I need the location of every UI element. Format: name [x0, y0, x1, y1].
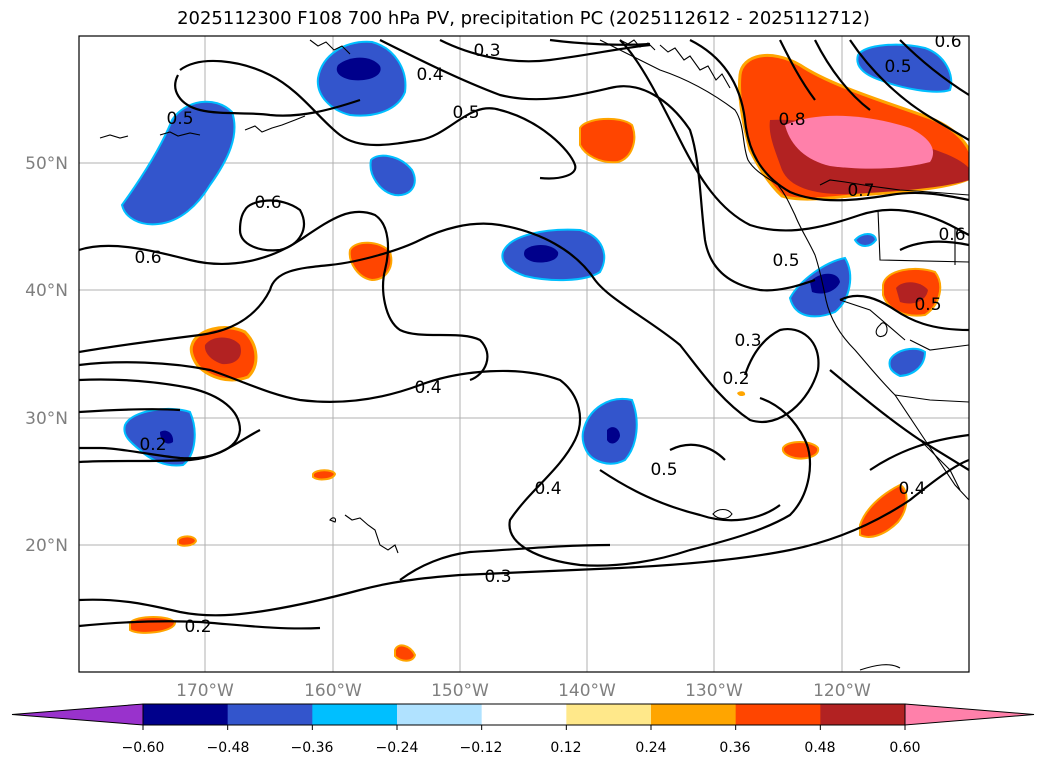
colorbar-cell — [820, 704, 906, 725]
contour-label: 0.6 — [938, 225, 965, 245]
pv-contour — [79, 378, 242, 460]
pv-contour — [79, 429, 261, 464]
contour-label: 0.5 — [772, 251, 799, 271]
colorbar-tick-label: 0.24 — [635, 740, 666, 756]
lat-label: 50°N — [25, 154, 68, 174]
colorbar-tick-label: 0.48 — [804, 740, 835, 756]
contour-label: 0.2 — [722, 369, 749, 389]
colorbar-extend-low — [12, 704, 143, 725]
colorbar-tick-label: −0.60 — [122, 740, 165, 756]
lat-label: 40°N — [25, 281, 68, 301]
pv-contour — [79, 458, 969, 617]
colorbar-cell — [143, 704, 229, 725]
pv-contour — [174, 74, 361, 117]
pv-contour — [599, 469, 781, 522]
neg-blob-baja — [888, 347, 927, 378]
contour-label: 0.6 — [934, 32, 961, 52]
pv-contour — [779, 39, 816, 101]
lon-label: 150°W — [431, 681, 489, 701]
longitude-labels: 170°W 160°W 150°W 140°W 130°W 120°W — [176, 681, 871, 701]
map-border — [78, 35, 970, 673]
pos-blob-pnw-core — [785, 115, 934, 169]
contour-label: 0.6 — [134, 248, 161, 268]
colorbar-tick-label: 0.36 — [719, 740, 750, 756]
lon-label: 120°W — [813, 681, 871, 701]
colorbar-cell — [397, 704, 483, 725]
neg-blob-aleutian-west — [120, 100, 236, 226]
pv-contour — [839, 294, 969, 332]
pv-contour — [79, 210, 489, 382]
contour-label: 0.2 — [139, 435, 166, 455]
colorbar-cell — [312, 704, 398, 725]
pv-contour — [399, 543, 611, 581]
positive-precip-anomalies — [129, 53, 969, 662]
contour-label: 0.4 — [898, 479, 925, 499]
pv-contour — [79, 620, 321, 630]
pv-contour — [869, 433, 969, 471]
contour-label: 0.7 — [847, 181, 874, 201]
colorbar-tick-label: −0.24 — [376, 740, 419, 756]
lat-label: 20°N — [25, 536, 68, 556]
contour-label: 0.4 — [414, 378, 441, 398]
lon-label: 140°W — [558, 681, 616, 701]
contour-label: 0.2 — [184, 617, 211, 637]
contour-label: 0.5 — [166, 109, 193, 129]
colorbar-tick-label: 0.12 — [550, 740, 581, 756]
pv-contour — [379, 39, 816, 292]
colorbar-border — [142, 703, 906, 726]
pos-blob-small-ne-pac — [781, 441, 820, 460]
pv-contour — [899, 240, 969, 251]
contour-label: 0.3 — [473, 41, 500, 61]
colorbar-cell — [481, 704, 567, 725]
colorbar: −0.60 −0.48 −0.36 −0.24 −0.12 0.12 0.24 … — [11, 703, 1035, 756]
contour-label: 0.6 — [254, 193, 281, 213]
pv-contour — [849, 39, 969, 141]
colorbar-tick-label: −0.12 — [460, 740, 503, 756]
pv-contour — [549, 38, 651, 46]
lat-label: 30°N — [25, 409, 68, 429]
pv-contour — [439, 39, 651, 63]
pv-contour — [899, 39, 969, 96]
pv-contour — [689, 39, 969, 202]
lon-label: 130°W — [685, 681, 743, 701]
colorbar-cell — [227, 704, 313, 725]
pv-contour — [619, 39, 969, 236]
colorbar-cell — [566, 704, 652, 725]
contour-label: 0.3 — [734, 331, 761, 351]
colorbar-extend-high — [905, 704, 1034, 725]
pos-blob-north-central — [579, 117, 636, 164]
contour-label: 0.5 — [650, 460, 677, 480]
colorbar-tick-label: 0.60 — [889, 740, 920, 756]
contour-label: 0.5 — [452, 103, 479, 123]
negative-precip-anomalies — [120, 40, 953, 467]
pv-contour — [79, 408, 181, 414]
colorbar-cell — [651, 704, 737, 725]
pv-contour — [829, 369, 969, 471]
pv-contour — [814, 39, 871, 111]
neg-blob-small-north — [369, 154, 416, 197]
lon-label: 160°W — [304, 681, 362, 701]
contour-label: 0.5 — [914, 295, 941, 315]
colorbar-tick-label: −0.36 — [291, 740, 334, 756]
contour-labels: 0.3 0.4 0.5 0.6 0.5 0.6 0.8 0.7 0.5 0.6 … — [134, 32, 965, 637]
pv-contour — [79, 222, 820, 423]
neg-blob-bc-coast — [856, 43, 953, 93]
pv-contour — [79, 361, 812, 567]
contour-label: 0.5 — [884, 57, 911, 77]
pos-blob-mid — [348, 241, 393, 282]
contour-label: 0.3 — [484, 567, 511, 587]
colorbar-tick-label: −0.48 — [207, 740, 250, 756]
contour-label: 0.8 — [778, 110, 805, 130]
colorbar-cell — [735, 704, 821, 725]
pv-contour — [179, 59, 577, 180]
pv-contour — [669, 443, 726, 461]
pv-contours — [79, 38, 969, 630]
latitude-labels: 50°N 40°N 30°N 20°N — [25, 154, 68, 556]
lon-label: 170°W — [176, 681, 234, 701]
contour-label: 0.4 — [416, 65, 443, 85]
map-title: 2025112300 F108 700 hPa PV, precipitatio… — [177, 8, 870, 29]
contour-label: 0.4 — [534, 479, 561, 499]
